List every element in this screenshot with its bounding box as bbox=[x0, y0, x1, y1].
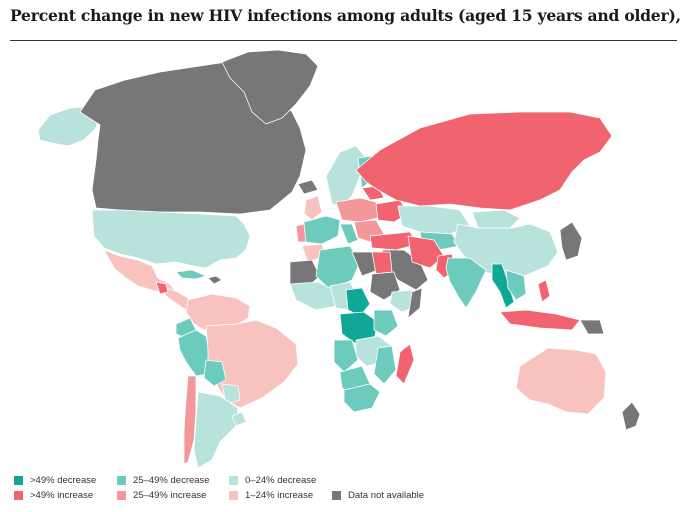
legend-swatch-dec-0-24 bbox=[229, 476, 238, 485]
legend-swatch-inc-gt49 bbox=[14, 491, 23, 500]
legend-item-dec-gt49: >49% decrease bbox=[14, 475, 96, 486]
region-haiti-dr bbox=[207, 275, 223, 285]
legend-swatch-inc-1-24 bbox=[229, 491, 238, 500]
legend-label-inc-1-24: 1–24% increase bbox=[245, 490, 314, 501]
region-italy bbox=[339, 223, 359, 245]
region-russia bbox=[355, 111, 613, 211]
legend-item-inc-gt49: >49% increase bbox=[14, 490, 93, 501]
region-chile bbox=[183, 375, 197, 465]
legend-label-inc-gt49: >49% increase bbox=[30, 490, 94, 501]
region-philippines bbox=[537, 279, 551, 303]
legend-swatch-inc-25-49 bbox=[117, 491, 126, 500]
legend-swatch-na bbox=[332, 491, 341, 500]
region-madagascar bbox=[395, 343, 415, 385]
region-angola bbox=[333, 339, 359, 373]
region-algeria-sahel bbox=[315, 245, 361, 291]
region-mongolia bbox=[471, 209, 521, 229]
region-south-africa bbox=[343, 383, 381, 413]
region-portugal bbox=[295, 223, 307, 243]
legend-label-dec-0-24: 0–24% decrease bbox=[245, 475, 317, 486]
legend-item-na: Data not available bbox=[332, 490, 424, 501]
region-usa bbox=[91, 209, 251, 269]
region-alaska bbox=[37, 105, 101, 147]
region-central-europe bbox=[335, 197, 379, 223]
legend-item-dec-0-24: 0–24% decrease bbox=[229, 475, 316, 486]
region-iceland bbox=[297, 179, 319, 195]
region-india bbox=[445, 257, 487, 309]
region-china bbox=[453, 223, 559, 277]
region-mozambique bbox=[373, 345, 397, 385]
legend-swatch-dec-gt49 bbox=[14, 476, 23, 485]
region-new-zealand bbox=[621, 401, 641, 431]
region-myanmar-thailand bbox=[491, 263, 515, 309]
region-east-africa bbox=[373, 309, 399, 337]
region-cameroon-chad bbox=[345, 287, 371, 317]
region-indonesia bbox=[499, 309, 581, 331]
region-uruguay bbox=[231, 411, 247, 427]
region-greenland bbox=[221, 49, 319, 125]
map-title: Percent change in new HIV infections amo… bbox=[10, 6, 685, 25]
title-divider bbox=[10, 40, 677, 41]
region-cuba bbox=[175, 269, 207, 280]
region-png bbox=[579, 319, 605, 335]
legend-item-inc-25-49: 25–49% increase bbox=[117, 490, 206, 501]
region-guatemala bbox=[155, 281, 169, 295]
region-uk-ireland bbox=[303, 195, 323, 221]
legend-label-dec-gt49: >49% decrease bbox=[30, 475, 97, 486]
region-france-spain bbox=[303, 215, 341, 245]
legend-item-dec-25-49: 25–49% decrease bbox=[117, 475, 210, 486]
region-indochina bbox=[505, 269, 527, 301]
region-bolivia bbox=[203, 359, 227, 387]
region-turkey bbox=[369, 231, 419, 251]
legend-label-dec-25-49: 25–49% decrease bbox=[133, 475, 210, 486]
legend-item-inc-1-24: 1–24% increase bbox=[229, 490, 313, 501]
region-argentina bbox=[193, 391, 239, 469]
legend-label-inc-25-49: 25–49% increase bbox=[133, 490, 207, 501]
region-somalia bbox=[407, 287, 423, 319]
region-egypt bbox=[371, 251, 393, 275]
region-korea-japan bbox=[559, 221, 583, 261]
region-australia bbox=[515, 347, 607, 415]
region-paraguay bbox=[221, 383, 241, 405]
legend-label-na: Data not available bbox=[348, 490, 425, 501]
legend-swatch-dec-25-49 bbox=[117, 476, 126, 485]
